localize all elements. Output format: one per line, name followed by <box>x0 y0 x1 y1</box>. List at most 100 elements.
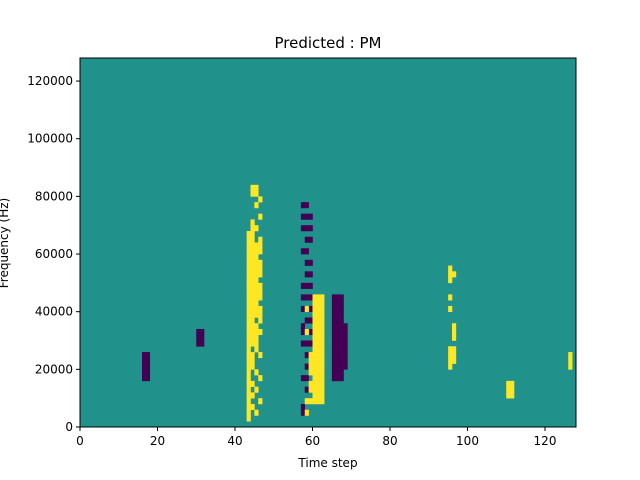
heatmap-cell-high <box>246 311 251 318</box>
heatmap-cell-high <box>246 346 251 353</box>
heatmap-cell-low <box>343 357 348 364</box>
heatmap-background <box>80 58 576 427</box>
heatmap-cell-high <box>568 363 573 370</box>
heatmap-cell-high <box>254 311 259 318</box>
heatmap-cell-high <box>246 230 251 238</box>
heatmap-cell-high <box>254 386 259 393</box>
heatmap-cell-high <box>312 346 317 353</box>
heatmap-cell-high <box>246 357 251 364</box>
heatmap-cell-low <box>308 236 313 243</box>
heatmap-cell-low <box>331 334 337 341</box>
heatmap-cell-low <box>308 271 313 278</box>
heatmap-cell-high <box>254 300 259 307</box>
heatmap-cell-low <box>304 375 309 382</box>
heatmap-cell-high <box>316 317 321 324</box>
heatmap-cell-high <box>316 294 321 301</box>
x-tick-label: 80 <box>382 434 397 448</box>
heatmap-cell-low <box>343 352 348 359</box>
heatmap-cell-high <box>250 311 255 318</box>
heatmap-cell-high <box>250 230 255 238</box>
heatmap-cell-high <box>258 248 263 255</box>
heatmap-cell-high <box>246 242 251 249</box>
heatmap-cell-high <box>316 392 321 399</box>
heatmap-cell-high <box>448 305 453 312</box>
heatmap-cell-high <box>506 380 511 387</box>
heatmap-cell-low <box>300 294 306 301</box>
heatmap-cell-high <box>316 352 321 359</box>
x-tick-label: 100 <box>456 434 479 448</box>
heatmap-cell-low <box>300 202 306 209</box>
heatmap-cell-high <box>254 340 259 347</box>
y-tick-label: 20000 <box>35 362 73 376</box>
heatmap-cell-high <box>316 386 321 393</box>
heatmap-cell-high <box>258 265 263 272</box>
heatmap-cell-high <box>246 392 251 399</box>
heatmap-cell-high <box>510 392 515 399</box>
heatmap-cell-high <box>452 352 457 359</box>
heatmap-cell-high <box>316 300 321 307</box>
heatmap-cell-high <box>246 254 251 261</box>
heatmap-cell-low <box>304 317 309 324</box>
x-tick-label: 40 <box>227 434 242 448</box>
heatmap-cell-high <box>246 248 251 255</box>
x-tick-label: 60 <box>305 434 320 448</box>
heatmap-cell-high <box>258 288 263 295</box>
heatmap-cell-low <box>331 323 337 330</box>
heatmap-cell-low <box>196 334 201 341</box>
heatmap-cell-high <box>250 190 255 197</box>
x-tick-label: 0 <box>76 434 84 448</box>
heatmap-cell-low <box>304 259 309 266</box>
heatmap-cell-high <box>250 265 255 272</box>
heatmap-cell-high <box>254 190 259 197</box>
heatmap-cell-high <box>320 340 325 347</box>
heatmap-cell-high <box>250 352 255 359</box>
heatmap-cell-low <box>335 317 340 324</box>
heatmap-cell-high <box>312 334 317 341</box>
heatmap-cell-high <box>258 305 263 312</box>
heatmap-cell-high <box>316 340 321 347</box>
heatmap-cell-high <box>246 409 251 416</box>
heatmap-cell-high <box>246 259 251 266</box>
heatmap-cell-low <box>304 248 309 255</box>
heatmap-cell-high <box>316 369 321 376</box>
heatmap-cell-high <box>320 311 325 318</box>
heatmap-cell-high <box>246 380 251 387</box>
heatmap-cell-high <box>316 380 321 387</box>
heatmap-cell-high <box>246 386 251 393</box>
heatmap-cell-low <box>145 369 151 376</box>
heatmap-cell-high <box>254 271 259 278</box>
heatmap-cells <box>80 58 576 427</box>
heatmap-cell-high <box>250 236 255 243</box>
heatmap-cell-low <box>200 340 205 347</box>
heatmap-cell-high <box>246 282 251 289</box>
heatmap-cell-high <box>320 300 325 307</box>
heatmap-cell-high <box>312 363 317 370</box>
heatmap-cell-high <box>452 334 457 341</box>
heatmap-cell-low <box>142 375 147 382</box>
heatmap-cell-high <box>254 305 259 312</box>
heatmap-cell-high <box>448 363 453 370</box>
heatmap-cell-high <box>250 248 255 255</box>
heatmap-cell-high <box>304 328 309 336</box>
heatmap-cell-high <box>250 288 255 295</box>
heatmap-cell-high <box>304 398 309 405</box>
heatmap-cell-low <box>300 213 306 220</box>
heatmap-cell-high <box>258 317 263 324</box>
heatmap-cell-low <box>331 352 337 359</box>
heatmap-cell-high <box>312 323 317 330</box>
heatmap-cell-high <box>246 277 251 284</box>
heatmap-cell-low <box>343 346 348 353</box>
heatmap-cell-high <box>312 294 317 301</box>
heatmap-cell-high <box>254 328 259 336</box>
heatmap-cell-high <box>312 392 317 399</box>
heatmap-cell-low <box>335 328 340 336</box>
heatmap-cell-high <box>246 398 251 405</box>
heatmap-cell-low <box>335 305 340 312</box>
heatmap-cell-low <box>335 352 340 359</box>
y-tick-label: 40000 <box>35 305 73 319</box>
heatmap-cell-low <box>300 328 306 336</box>
heatmap-cell-high <box>448 271 453 278</box>
heatmap-cell-high <box>254 202 259 209</box>
heatmap-cell-high <box>246 236 251 243</box>
